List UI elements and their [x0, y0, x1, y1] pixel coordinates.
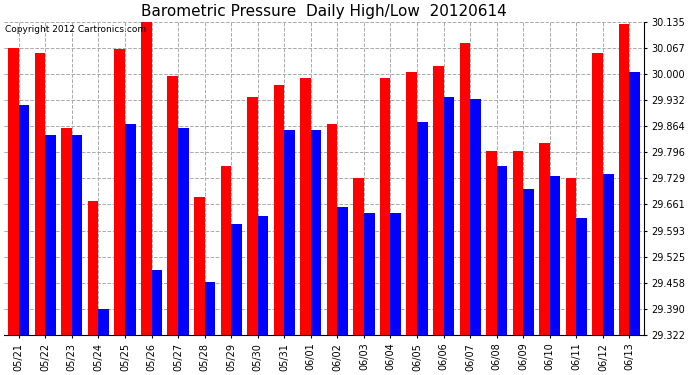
Bar	[460, 43, 470, 335]
Bar	[274, 86, 284, 335]
Bar	[337, 207, 348, 335]
Bar	[566, 178, 576, 335]
Text: Copyright 2012 Cartronics.com: Copyright 2012 Cartronics.com	[6, 25, 146, 34]
Bar	[327, 124, 337, 335]
Bar	[576, 218, 587, 335]
Bar	[433, 66, 444, 335]
Bar	[353, 178, 364, 335]
Bar	[380, 78, 391, 335]
Bar	[8, 48, 19, 335]
Bar	[125, 124, 136, 335]
Bar	[247, 97, 258, 335]
Bar	[34, 53, 46, 335]
Bar	[629, 72, 640, 335]
Bar	[152, 270, 162, 335]
Bar	[417, 122, 428, 335]
Bar	[88, 201, 99, 335]
Bar	[221, 166, 231, 335]
Bar	[550, 176, 560, 335]
Bar	[72, 135, 83, 335]
Bar	[300, 78, 310, 335]
Bar	[46, 135, 56, 335]
Bar	[486, 151, 497, 335]
Bar	[258, 216, 268, 335]
Bar	[539, 143, 550, 335]
Bar	[592, 53, 603, 335]
Bar	[99, 309, 109, 335]
Bar	[19, 105, 30, 335]
Bar	[619, 24, 629, 335]
Bar	[470, 99, 481, 335]
Title: Barometric Pressure  Daily High/Low  20120614: Barometric Pressure Daily High/Low 20120…	[141, 4, 507, 19]
Bar	[141, 20, 152, 335]
Bar	[364, 213, 375, 335]
Bar	[284, 130, 295, 335]
Bar	[497, 166, 507, 335]
Bar	[231, 224, 241, 335]
Bar	[523, 189, 534, 335]
Bar	[444, 97, 454, 335]
Bar	[310, 130, 322, 335]
Bar	[391, 213, 401, 335]
Bar	[603, 174, 613, 335]
Bar	[513, 151, 523, 335]
Bar	[178, 128, 188, 335]
Bar	[205, 282, 215, 335]
Bar	[61, 128, 72, 335]
Bar	[168, 76, 178, 335]
Bar	[115, 49, 125, 335]
Bar	[194, 197, 205, 335]
Bar	[406, 72, 417, 335]
